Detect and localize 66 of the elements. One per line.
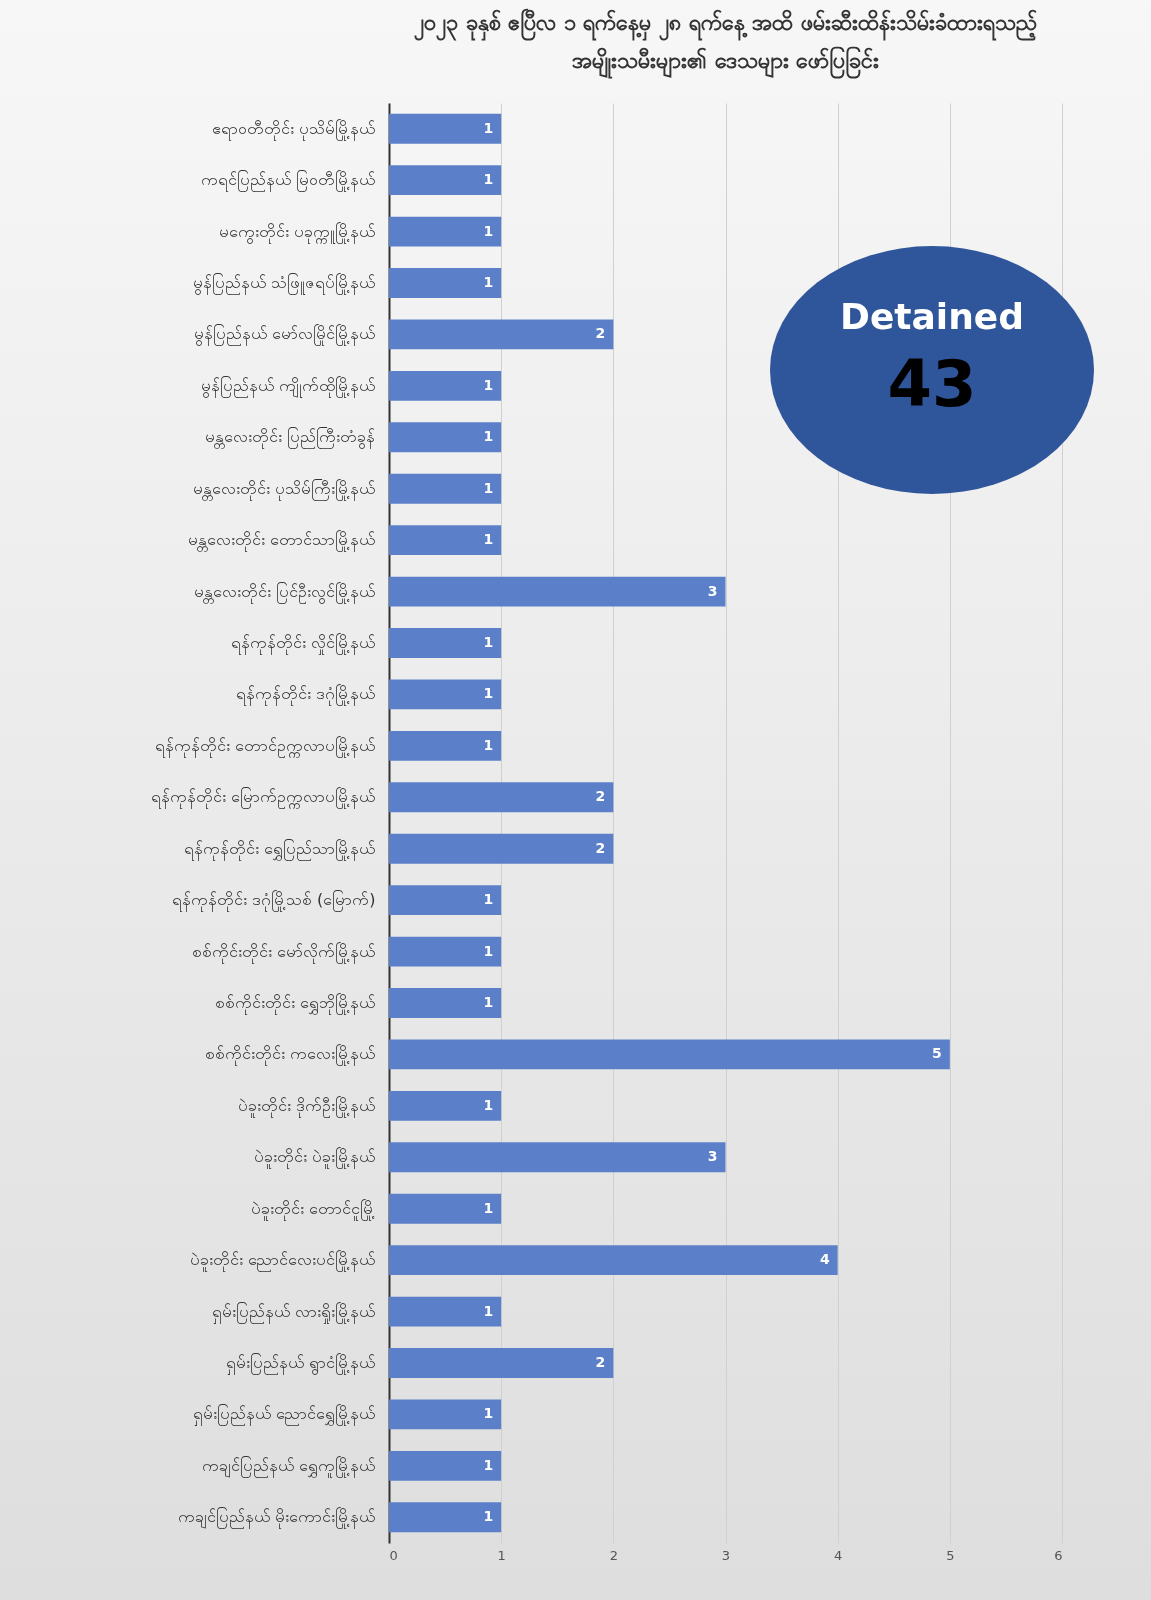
oval-badge: Detained 43 [770, 246, 1094, 494]
data-label: 1 [483, 119, 494, 136]
y-tick-label: စစ်ကိုင်းတိုင်း မော်လိုက်မြို့နယ် [192, 941, 376, 964]
data-label: 1 [483, 736, 494, 753]
y-tick-label: စစ်ကိုင်းတိုင်း ကလေးမြို့နယ် [205, 1044, 376, 1067]
y-tick-label: စစ်ကိုင်းတိုင်း ရွှေဘိုမြို့နယ် [215, 993, 376, 1015]
x-tick-label: 0 [389, 1547, 398, 1563]
x-tick-label: 2 [609, 1547, 618, 1563]
data-label: 2 [595, 839, 606, 856]
data-label: 1 [483, 685, 494, 702]
data-label: 1 [483, 531, 494, 548]
data-label: 2 [595, 325, 606, 342]
data-label: 3 [707, 1148, 718, 1165]
y-tick-label: ရှမ်းပြည်နယ် လားရှိုးမြို့နယ် [212, 1301, 376, 1324]
x-tick-label: 4 [834, 1547, 843, 1563]
y-tick-label: ရန်ကုန်တိုင်း ဒဂုံမြို့သစ် (မြောက်) [171, 890, 376, 913]
data-label: 3 [707, 582, 718, 599]
y-tick-label: မန္တလေးတိုင်း တောင်သာမြို့နယ် [188, 530, 376, 553]
y-tick-label: ကချင်ပြည်နယ် မိုးကောင်းမြို့နယ် [178, 1507, 376, 1530]
data-label: 1 [483, 891, 494, 908]
data-label: 1 [483, 1199, 494, 1216]
x-tick-label: 1 [497, 1547, 506, 1563]
data-label: 1 [483, 171, 494, 188]
data-label: 1 [483, 1096, 494, 1113]
y-tick-label: ဧရာဝတီတိုင်း ပုသိမ်မြို့နယ် [212, 118, 376, 141]
y-tick-label: ပဲခူးတိုင်း ညောင်လေးပင်မြို့နယ် [190, 1250, 376, 1273]
y-tick-label: မွန်ပြည်နယ် ကျိုက်ထိုမြို့နယ် [201, 375, 376, 398]
data-label: 1 [483, 1508, 494, 1525]
y-tick-label: ရန်ကုန်တိုင်း ရွှေပြည်သာမြို့နယ် [184, 838, 376, 861]
annotation: 43 [886, 347, 978, 421]
y-tick-label: ရန်ကုန်တိုင်း မြောက်ဥက္ကလာပမြို့နယ် [151, 787, 376, 810]
y-tick-label: ပဲခူးတိုင်း ဒိုက်ဦးမြို့နယ် [238, 1095, 376, 1118]
data-label: 1 [483, 1302, 494, 1319]
data-label: 2 [595, 1354, 606, 1370]
data-label: 1 [483, 222, 494, 239]
annotation: Detained [839, 296, 1025, 337]
data-label: 4 [819, 1251, 830, 1268]
y-tick-label: ရှမ်းပြည်နယ် ရွာငံမြို့နယ် [226, 1353, 376, 1375]
data-label: 1 [483, 1405, 494, 1422]
data-label: 2 [595, 788, 606, 805]
data-label: 1 [483, 479, 494, 496]
y-tick-label: ရန်ကုန်တိုင်း ဒဂုံမြို့နယ် [236, 684, 376, 707]
y-tick-label: မန္တလေးတိုင်း ပုသိမ်ကြီးမြို့နယ် [193, 478, 376, 501]
y-tick-label: ကချင်ပြည်နယ် ရွှေကူမြို့နယ် [202, 1455, 376, 1478]
data-label: 1 [483, 634, 494, 650]
x-tick-label: 6 [1054, 1547, 1063, 1563]
data-label: 1 [483, 942, 494, 959]
y-tick-label: ရန်ကုန်တိုင်း လှိုင်မြို့နယ် [231, 633, 376, 655]
y-tick-label: မန္တလေးတိုင်း ပြင်ဦးလွင်မြို့နယ် [194, 581, 376, 604]
y-tick-label: မကွေးတိုင်း ပခုက္ကူမြို့နယ် [219, 221, 376, 244]
data-label: 1 [483, 274, 494, 290]
y-tick-label: မွန်ပြည်နယ် မော်လမြိုင်မြို့နယ် [194, 324, 376, 347]
y-tick-label: ပဲခူးတိုင်း ပဲခူးမြို့နယ် [254, 1147, 376, 1170]
data-label: 1 [483, 1456, 494, 1473]
data-label: 1 [483, 994, 494, 1010]
x-tick-label: 5 [946, 1547, 955, 1563]
data-label: 5 [932, 1045, 942, 1062]
y-tick-label: ပဲခူးတိုင်း တောင်ငူမြို့ [251, 1198, 376, 1221]
data-label: 1 [483, 428, 494, 445]
y-tick-label: မွန်ပြည်နယ် သံဖြူဇရပ်မြို့နယ် [193, 273, 376, 295]
y-tick-label: မန္တလေးတိုင်း ပြည်ကြီးတံခွန် [205, 427, 376, 450]
y-tick-label: ရန်ကုန်တိုင်း တောင်ဥက္ကလာပမြို့နယ် [155, 735, 376, 758]
data-label: 1 [483, 376, 494, 393]
y-tick-label: ကရင်ပြည်နယ် မြဝတီမြို့နယ် [201, 170, 376, 193]
x-tick-label: 3 [721, 1547, 731, 1563]
y-tick-label: ရှမ်းပြည်နယ် ညောင်ရွှေမြို့နယ် [193, 1404, 376, 1427]
